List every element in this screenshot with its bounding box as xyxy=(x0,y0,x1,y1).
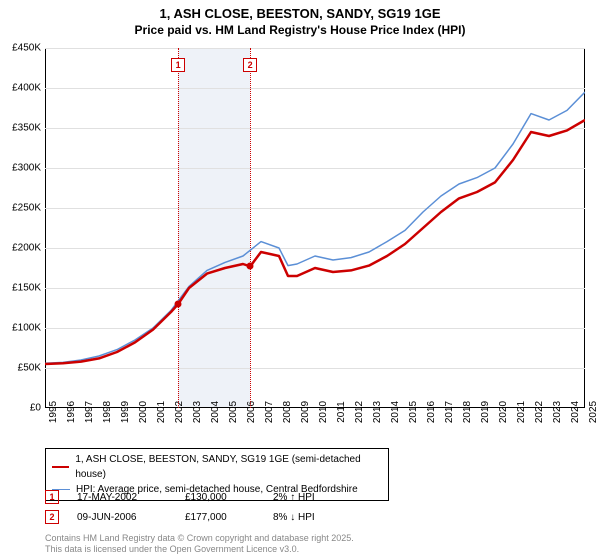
title-line1: 1, ASH CLOSE, BEESTON, SANDY, SG19 1GE xyxy=(0,6,600,23)
ytick-label: £50K xyxy=(0,363,41,374)
transaction-marker-1: 1 xyxy=(45,490,59,504)
ytick-label: £0 xyxy=(0,403,41,414)
transaction-price-2: £177,000 xyxy=(185,512,255,523)
transaction-dot xyxy=(175,301,182,308)
transaction-marker-2: 2 xyxy=(45,510,59,524)
ytick-label: £300K xyxy=(0,163,41,174)
footer-line2: This data is licensed under the Open Gov… xyxy=(45,544,354,556)
legend-label-property: 1, ASH CLOSE, BEESTON, SANDY, SG19 1GE (… xyxy=(75,452,382,482)
ytick-label: £100K xyxy=(0,323,41,334)
chart-area: £0£50K£100K£150K£200K£250K£300K£350K£400… xyxy=(45,48,585,408)
title-line2: Price paid vs. HM Land Registry's House … xyxy=(0,23,600,39)
ytick-label: £350K xyxy=(0,123,41,134)
transaction-date-2: 09-JUN-2006 xyxy=(77,512,167,523)
ytick-label: £400K xyxy=(0,83,41,94)
transaction-dot xyxy=(247,263,254,270)
transaction-delta-2: 8% ↓ HPI xyxy=(273,512,315,523)
transaction-delta-1: 2% ↑ HPI xyxy=(273,492,315,503)
footer: Contains HM Land Registry data © Crown c… xyxy=(45,533,354,556)
transaction-price-1: £130,000 xyxy=(185,492,255,503)
xtick-label: 2025 xyxy=(588,401,599,423)
transaction-row-1: 1 17-MAY-2002 £130,000 2% ↑ HPI xyxy=(45,490,315,504)
ytick-label: £450K xyxy=(0,43,41,54)
legend-swatch-property xyxy=(52,466,69,468)
transaction-date-1: 17-MAY-2002 xyxy=(77,492,167,503)
series-hpi xyxy=(45,92,585,363)
ytick-label: £150K xyxy=(0,283,41,294)
ytick-label: £200K xyxy=(0,243,41,254)
series-lines xyxy=(45,48,585,408)
title-block: 1, ASH CLOSE, BEESTON, SANDY, SG19 1GE P… xyxy=(0,0,600,38)
transaction-row-2: 2 09-JUN-2006 £177,000 8% ↓ HPI xyxy=(45,510,315,524)
footer-line1: Contains HM Land Registry data © Crown c… xyxy=(45,533,354,545)
legend-item-property: 1, ASH CLOSE, BEESTON, SANDY, SG19 1GE (… xyxy=(52,452,382,482)
chart-container: 1, ASH CLOSE, BEESTON, SANDY, SG19 1GE P… xyxy=(0,0,600,560)
ytick-label: £250K xyxy=(0,203,41,214)
